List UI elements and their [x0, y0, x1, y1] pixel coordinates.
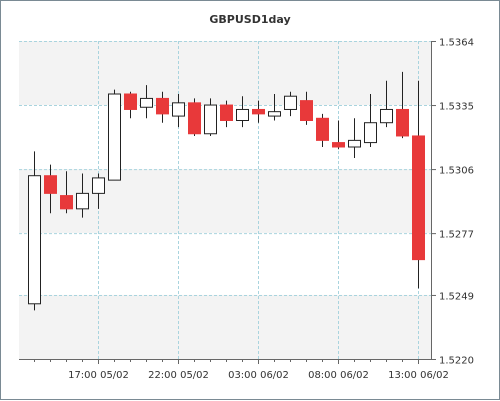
- candle-body: [156, 97, 169, 115]
- y-tick-label: 1.5335: [439, 102, 474, 113]
- plot-band: [19, 41, 431, 106]
- candle-bearish: [332, 120, 345, 150]
- candle-body: [380, 108, 393, 124]
- candle-body: [236, 108, 249, 122]
- candle-bearish: [188, 98, 201, 136]
- x-tick-label: 08:00 06/02: [308, 370, 369, 381]
- candle-bearish: [220, 100, 233, 128]
- y-tick-label: 1.5220: [439, 356, 474, 367]
- candle-body: [284, 95, 297, 110]
- candle-bullish: [172, 94, 185, 128]
- candle-body: [204, 104, 217, 135]
- candle-body: [124, 93, 137, 110]
- candle-body: [92, 177, 105, 194]
- candle-body: [28, 175, 41, 305]
- candle-body: [412, 135, 425, 261]
- candle-bullish: [380, 80, 393, 128]
- x-tick-label: 22:00 05/02: [148, 370, 209, 381]
- candle-body: [316, 117, 329, 141]
- candle-body: [220, 104, 233, 121]
- candle-bullish: [140, 85, 153, 119]
- chart-title: GBPUSD1day: [209, 13, 290, 26]
- candle-bearish: [300, 91, 313, 125]
- candle-bullish: [364, 94, 377, 147]
- candle-bearish: [252, 100, 265, 123]
- candle-bullish: [76, 173, 89, 218]
- candle-body: [108, 93, 121, 181]
- candle-bearish: [396, 71, 409, 139]
- candle-bearish: [156, 91, 169, 123]
- candle-body: [348, 139, 361, 148]
- y-tick-label: 1.5364: [439, 38, 474, 49]
- candle-bullish: [108, 89, 121, 181]
- x-tick-label: 17:00 05/02: [68, 370, 129, 381]
- y-tick-label: 1.5249: [439, 291, 474, 302]
- candle-bullish: [92, 173, 105, 209]
- candle-body: [300, 100, 313, 121]
- x-tick-label: 03:00 06/02: [228, 370, 289, 381]
- candle-body: [188, 102, 201, 135]
- plot-band: [19, 294, 431, 359]
- candle-body: [396, 108, 409, 137]
- candle-body: [76, 192, 89, 210]
- candle-bullish: [236, 96, 249, 128]
- y-tick-label: 1.5277: [439, 230, 474, 241]
- candle-bearish: [60, 171, 73, 214]
- candle-body: [332, 142, 345, 148]
- candle-bullish: [28, 151, 41, 311]
- candle-bullish: [284, 91, 297, 117]
- candle-bearish: [412, 80, 425, 289]
- candle-bearish: [316, 113, 329, 147]
- candle-body: [364, 122, 377, 144]
- candle-body: [268, 111, 281, 117]
- x-tick-label: 13:00 06/02: [388, 370, 449, 381]
- candle-body: [44, 175, 57, 194]
- candle-body: [172, 102, 185, 117]
- candle-body: [140, 97, 153, 108]
- candle-body: [252, 108, 265, 115]
- candle-bullish: [204, 98, 217, 136]
- candle-bullish: [348, 118, 361, 159]
- candle-bearish: [44, 164, 57, 214]
- y-tick-label: 1.5306: [439, 166, 474, 177]
- candle-bullish: [268, 94, 281, 121]
- candle-bearish: [124, 91, 137, 119]
- candle-body: [60, 195, 73, 210]
